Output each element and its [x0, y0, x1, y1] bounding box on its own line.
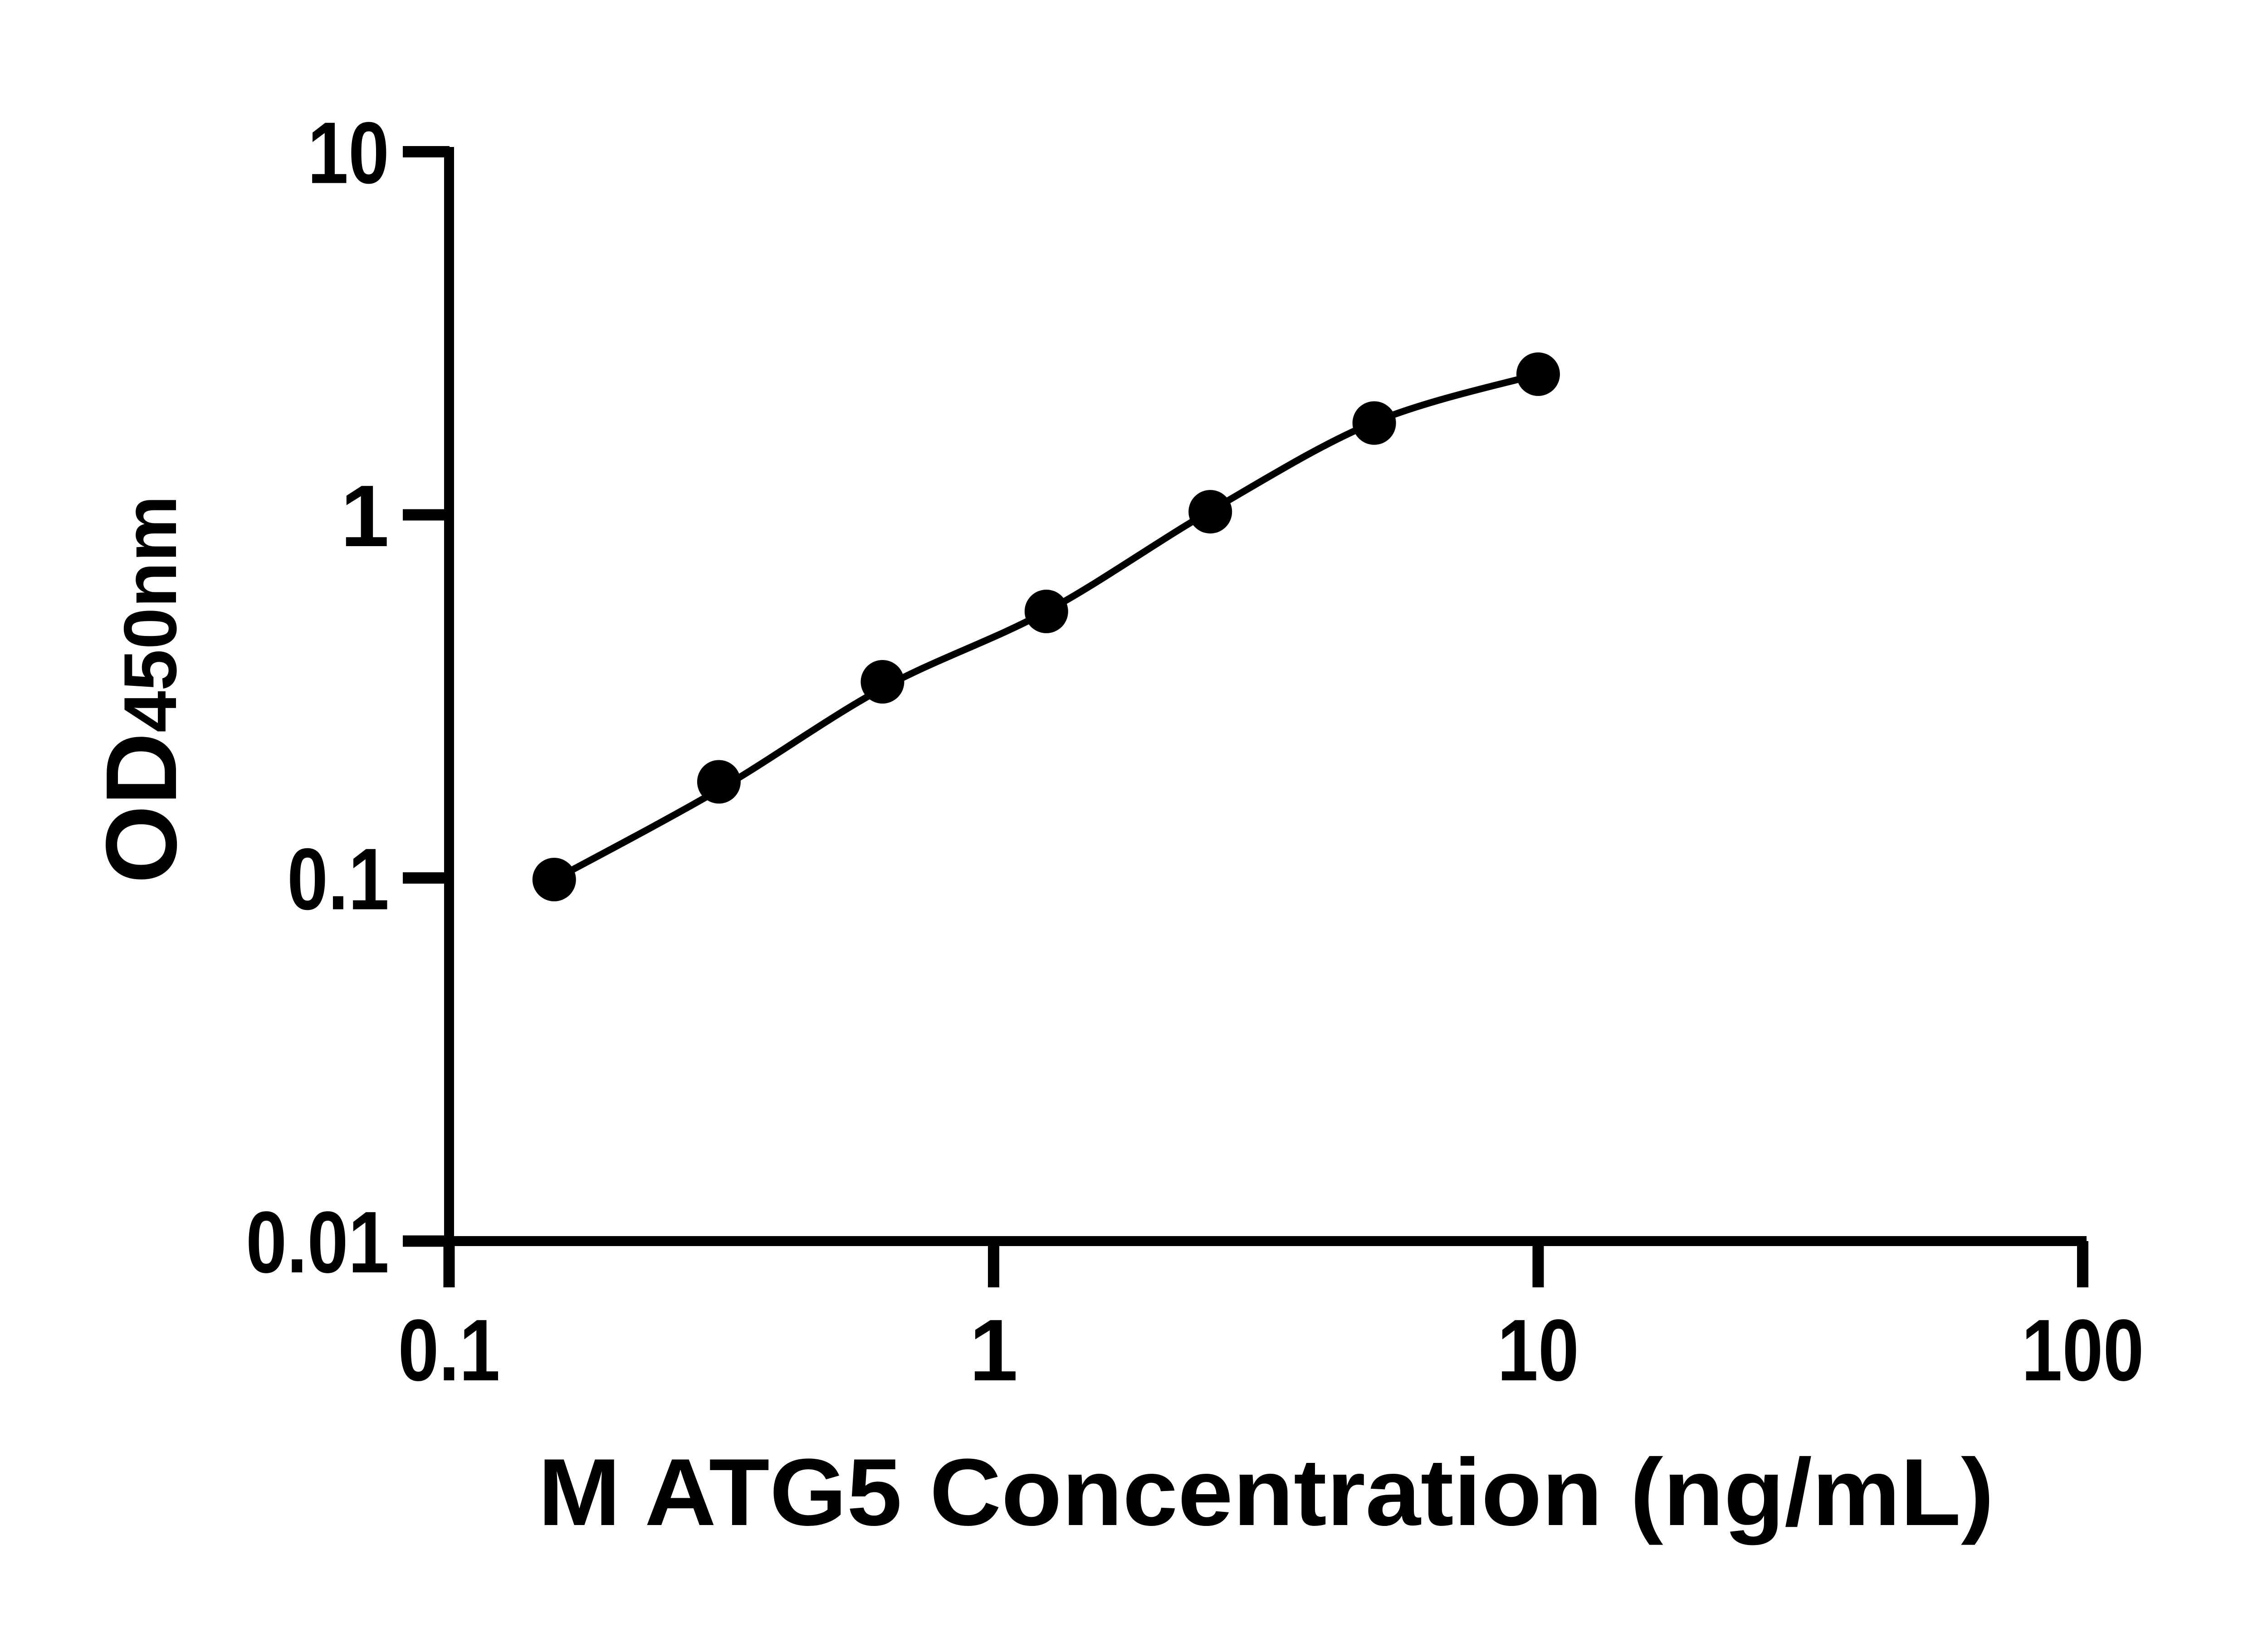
x-tick-label: 10 [1497, 1301, 1579, 1399]
data-point [532, 858, 576, 901]
data-point [1516, 352, 1560, 396]
x-axis-tick-labels: 0.1 1 10 100 [398, 1301, 2144, 1399]
y-axis-tick-labels: 0.01 0.1 1 10 [246, 104, 389, 1291]
data-points [532, 352, 1560, 901]
y-tick-label: 10 [308, 104, 389, 202]
y-tick-label: 0.1 [287, 830, 389, 928]
data-point [1352, 401, 1396, 445]
y-axis-ticks [403, 146, 450, 1247]
y-tick-label: 1 [341, 467, 389, 565]
axes [444, 147, 2087, 1246]
x-tick-label: 100 [2022, 1301, 2144, 1399]
data-point [1188, 490, 1232, 534]
x-axis-ticks [443, 1241, 2088, 1287]
x-tick-label: 0.1 [398, 1301, 500, 1399]
data-point [697, 760, 741, 804]
x-axis-title: M ATG5 Concentration (ng/mL) [538, 1439, 1994, 1545]
y-axis-title-subscript: 450nm [108, 495, 192, 733]
data-point [1024, 589, 1068, 633]
x-tick-label: 1 [969, 1301, 1018, 1399]
data-point [860, 660, 904, 704]
y-axis-title: OD450nm [85, 495, 198, 884]
y-tick-label: 0.01 [246, 1193, 389, 1291]
y-axis-title-main: OD [85, 733, 198, 884]
